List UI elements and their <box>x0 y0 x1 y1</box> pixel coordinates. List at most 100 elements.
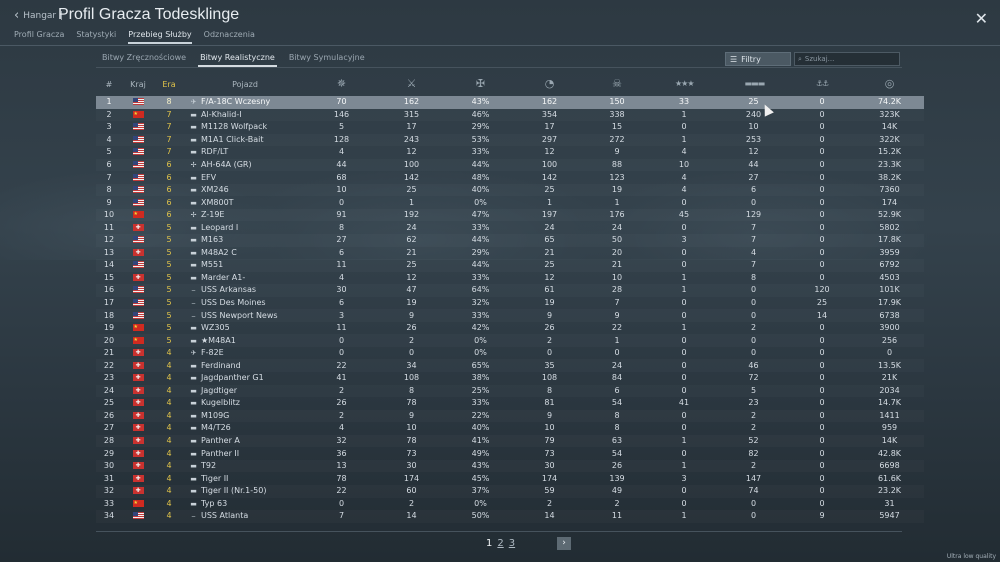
vehicle-cell[interactable]: ▬ Jagdtiger <box>184 385 306 398</box>
tab-realistic-battles[interactable]: Bitwy Realistyczne <box>198 53 277 67</box>
close-icon[interactable]: ✕ <box>974 9 988 28</box>
table-row[interactable]: 16 5 ⎯ USS Arkansas 30 47 64% 61 28 1 0 120 101K <box>96 284 924 297</box>
vehicle-cell[interactable]: ▬ T92 <box>184 460 306 473</box>
table-row[interactable]: 26 4 ▬ M109G 2 9 22% 9 8 0 2 0 1411 <box>96 410 924 423</box>
filter-button[interactable]: ☰ Filtry <box>725 52 791 66</box>
col-era[interactable]: Era <box>162 79 176 89</box>
col-battles[interactable]: ✵ <box>306 72 377 96</box>
table-row[interactable]: 31 4 ▬ Tiger II 78 174 45% 174 139 3 147 0 61.6K <box>96 472 924 485</box>
table-row[interactable]: 7 6 ▬ EFV 68 142 48% 142 123 4 27 0 38.2K <box>96 171 924 184</box>
table-row[interactable]: 30 4 ▬ T92 13 30 43% 30 26 1 2 0 6698 <box>96 460 924 473</box>
vehicle-cell[interactable]: ▬ Leopard I <box>184 221 306 234</box>
back-to-hangar-button[interactable]: ‹ Hangar | <box>14 9 63 22</box>
vehicle-cell[interactable]: ⎯ USS Newport News <box>184 309 306 322</box>
vehicle-cell[interactable]: ▬ Kugelblitz <box>184 397 306 410</box>
vehicle-cell[interactable]: ▬ Tiger II <box>184 472 306 485</box>
table-row[interactable]: 27 4 ▬ M4/T26 4 10 40% 10 8 0 2 0 959 <box>96 422 924 435</box>
page-link[interactable]: 2 <box>497 538 504 549</box>
next-page-icon[interactable]: › <box>557 537 571 550</box>
vehicle-cell[interactable]: ▬ Panther II <box>184 447 306 460</box>
table-row[interactable]: 6 6 ✢ AH-64A (GR) 44 100 44% 100 88 10 44 0 23.3K <box>96 159 924 172</box>
vehicle-cell[interactable]: ▬ Panther A <box>184 435 306 448</box>
table-row[interactable]: 2 7 ▬ Al-Khalid-I 146 315 46% 354 338 1 240 0 323K <box>96 109 924 122</box>
vehicle-cell[interactable]: ▬ WZ305 <box>184 322 306 335</box>
vehicle-cell[interactable]: ▬ XM246 <box>184 184 306 197</box>
table-row[interactable]: 11 5 ▬ Leopard I 8 24 33% 24 24 0 7 0 5802 <box>96 221 924 234</box>
row-number: 11 <box>103 222 115 232</box>
col-vehicle[interactable]: Pojazd <box>232 79 258 89</box>
vehicle-name: M4/T26 <box>201 423 231 433</box>
col-air-kills[interactable]: ★★★ <box>650 72 718 96</box>
table-row[interactable]: 34 4 ⎯ USS Atlanta 7 14 50% 14 11 1 0 9 5947 <box>96 510 924 523</box>
col-number[interactable]: # <box>105 79 113 89</box>
table-row[interactable]: 28 4 ▬ Panther A 32 78 41% 79 63 1 52 0 14K <box>96 435 924 448</box>
table-row[interactable]: 1 8 ✈ F/A-18C Wczesny 70 162 43% 162 150 33 25 0 74.… <box>96 96 924 109</box>
table-row[interactable]: 33 4 ▬ Typ 63 0 2 0% 2 2 0 0 0 31 <box>96 498 924 511</box>
vehicle-cell[interactable]: ▬ M551 <box>184 259 306 272</box>
table-row[interactable]: 14 5 ▬ M551 11 25 44% 25 21 0 7 0 6792 <box>96 259 924 272</box>
table-row[interactable]: 24 4 ▬ Jagdtiger 2 8 25% 8 6 0 5 0 2034 <box>96 385 924 398</box>
vehicle-cell[interactable]: ▬ M4/T26 <box>184 422 306 435</box>
table-row[interactable]: 22 4 ▬ Ferdinand 22 34 65% 35 24 0 46 0 13.5K <box>96 359 924 372</box>
table-row[interactable]: 3 7 ▬ M1128 Wolfpack 5 17 29% 17 15 0 10 0 14K <box>96 121 924 134</box>
vehicle-cell[interactable]: ▬ Jagdpanther G1 <box>184 372 306 385</box>
table-row[interactable]: 15 5 ▬ Marder A1- 4 12 33% 12 10 1 8 0 4503 <box>96 272 924 285</box>
vehicle-cell[interactable]: ▬ M109G <box>184 410 306 423</box>
vehicle-cell[interactable]: ⎯ USS Atlanta <box>184 510 306 523</box>
vehicle-cell[interactable]: ✈ F-82E <box>184 347 306 360</box>
table-row[interactable]: 23 4 ▬ Jagdpanther G1 41 108 38% 108 84 0 72 0 21K <box>96 372 924 385</box>
vehicle-cell[interactable]: ▬ M1128 Wolfpack <box>184 121 306 134</box>
table-row[interactable]: 21 4 ✈ F-82E 0 0 0% 0 0 0 0 0 0 <box>96 347 924 360</box>
col-missions[interactable]: ⚔ <box>377 72 446 96</box>
table-row[interactable]: 19 5 ▬ WZ305 11 26 42% 26 22 1 2 0 3900 <box>96 322 924 335</box>
table-row[interactable]: 32 4 ▬ Tiger II (Nr.1-50) 22 60 37% 59 49 0 74 0 23.… <box>96 485 924 498</box>
vehicle-cell[interactable]: ▬ Al-Khalid-I <box>184 109 306 122</box>
table-row[interactable]: 17 5 ⎯ USS Des Moines 6 19 32% 19 7 0 0 25 17.9K <box>96 297 924 310</box>
respawns-cell: 12 <box>544 147 555 157</box>
table-row[interactable]: 13 5 ▬ M48A2 C 6 21 29% 21 20 0 4 0 3959 <box>96 247 924 260</box>
table-row[interactable]: 18 5 ⎯ USS Newport News 3 9 33% 9 9 0 0 14 6738 <box>96 309 924 322</box>
col-victories[interactable]: ✠ <box>446 72 515 96</box>
tab-simulator-battles[interactable]: Bitwy Symulacyjne <box>288 53 365 62</box>
tab-arcade-battles[interactable]: Bitwy Zręcznościowe <box>102 53 187 62</box>
page-link[interactable]: 1 <box>486 538 493 549</box>
vehicle-cell[interactable]: ⎯ USS Arkansas <box>184 284 306 297</box>
page-link[interactable]: 3 <box>508 538 516 549</box>
vehicle-cell[interactable]: ▬ M1A1 Click-Bait <box>184 134 306 147</box>
col-ground-kills[interactable]: ▬▬▬ <box>718 72 789 96</box>
col-respawns[interactable]: ◔ <box>515 72 584 96</box>
table-row[interactable]: 5 7 ▬ RDF/LT 4 12 33% 12 9 4 12 0 15.2K <box>96 146 924 159</box>
vehicle-cell[interactable]: ▬ Marder A1- <box>184 272 306 285</box>
vehicle-cell[interactable]: ▬ M48A2 C <box>184 247 306 260</box>
col-research-points[interactable]: ◎ <box>855 72 924 96</box>
col-country[interactable]: Kraj <box>130 79 146 89</box>
vehicle-cell[interactable]: ✈ F/A-18C Wczesny <box>184 96 306 109</box>
col-naval-kills[interactable]: ⚓⚓ <box>789 72 855 96</box>
table-row[interactable]: 8 6 ▬ XM246 10 25 40% 25 19 4 6 0 7360 <box>96 184 924 197</box>
table-row[interactable]: 10 6 ✢ Z-19E 91 192 47% 197 176 45 129 0 52.9K <box>96 209 924 222</box>
table-row[interactable]: 25 4 ▬ Kugelblitz 26 78 33% 81 54 41 23 0 14.7K <box>96 397 924 410</box>
tab-statistics[interactable]: Statystyki <box>76 30 117 39</box>
col-deaths[interactable]: ☠ <box>584 72 650 96</box>
tab-player-profile[interactable]: Profil Gracza <box>14 30 65 39</box>
table-row[interactable]: 29 4 ▬ Panther II 36 73 49% 73 54 0 82 0 42.8K <box>96 447 924 460</box>
table-row[interactable]: 12 5 ▬ M163 27 62 44% 65 50 3 7 0 17.8K <box>96 234 924 247</box>
table-row[interactable]: 4 7 ▬ M1A1 Click-Bait 128 243 53% 297 272 1 253 0 32… <box>96 134 924 147</box>
vehicle-cell[interactable]: ▬ XM800T <box>184 196 306 209</box>
vehicle-cell[interactable]: ▬ ★M48A1 <box>184 334 306 347</box>
vehicle-cell[interactable]: ▬ RDF/LT <box>184 146 306 159</box>
vehicle-cell[interactable]: ▬ EFV <box>184 171 306 184</box>
table-row[interactable]: 20 5 ▬ ★M48A1 0 2 0% 2 1 0 0 0 256 <box>96 334 924 347</box>
search-input[interactable] <box>804 55 895 63</box>
vehicle-cell[interactable]: ▬ Typ 63 <box>184 498 306 511</box>
vehicle-cell[interactable]: ▬ M163 <box>184 234 306 247</box>
vehicle-cell[interactable]: ▬ Ferdinand <box>184 359 306 372</box>
tab-decorations[interactable]: Odznaczenia <box>203 30 255 39</box>
missions-cell: 78 <box>406 436 417 446</box>
tab-service-record[interactable]: Przebieg Służby <box>128 30 192 44</box>
vehicle-cell[interactable]: ⎯ USS Des Moines <box>184 297 306 310</box>
table-row[interactable]: 9 6 ▬ XM800T 0 1 0% 1 1 0 0 0 174 <box>96 196 924 209</box>
vehicle-cell[interactable]: ▬ Tiger II (Nr.1-50) <box>184 485 306 498</box>
vehicle-cell[interactable]: ✢ AH-64A (GR) <box>184 159 306 172</box>
vehicle-cell[interactable]: ✢ Z-19E <box>184 209 306 222</box>
